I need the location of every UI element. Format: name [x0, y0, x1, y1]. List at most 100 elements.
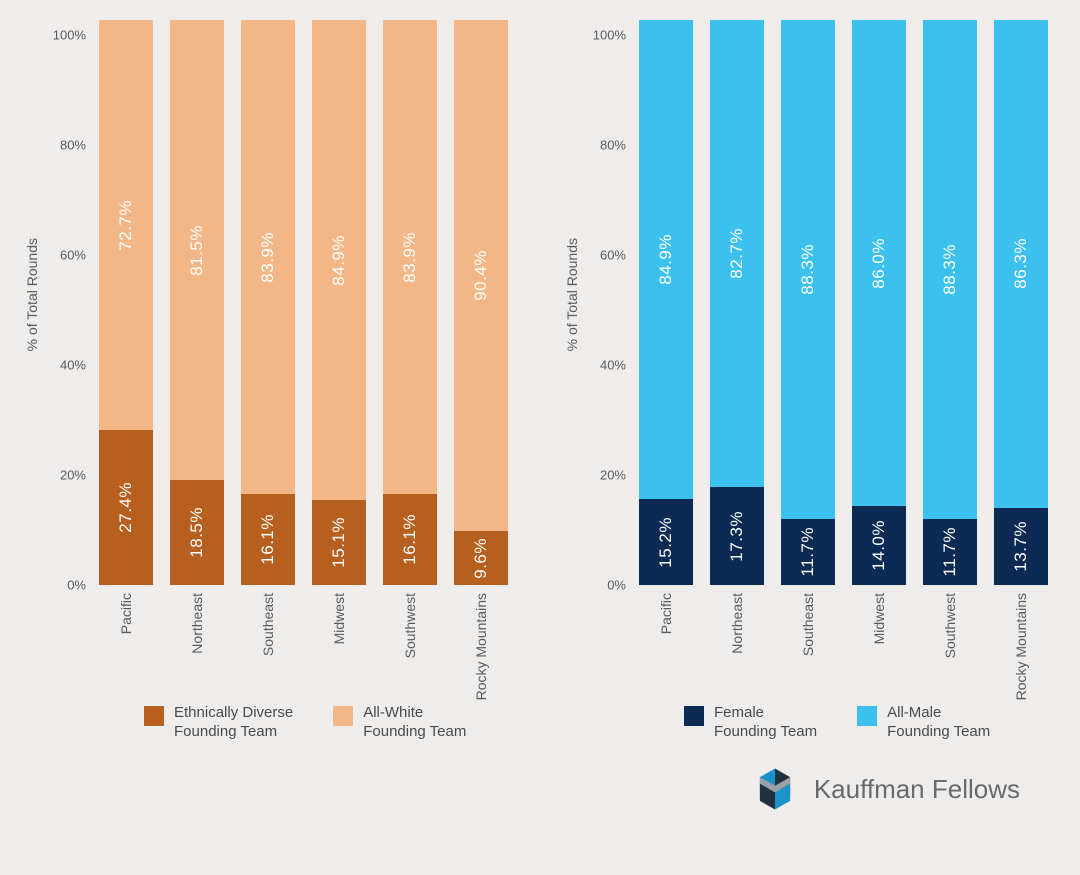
y-axis-label: % of Total Rounds [560, 238, 584, 351]
bar-segment: 18.5% [170, 480, 224, 585]
x-tick-label: Midwest [331, 593, 347, 644]
kauffman-logo-icon [748, 762, 802, 816]
legend-swatch [857, 706, 877, 726]
bar-segment-label: 11.7% [940, 527, 960, 576]
bar-segment-label: 82.7% [727, 228, 747, 279]
chart-panel-1: % of Total Rounds0%20%40%60%80%100%15.2%… [560, 20, 1060, 750]
y-axis-ticks: 0%20%40%60%80%100% [584, 20, 626, 750]
y-axis-label: % of Total Rounds [20, 238, 44, 351]
bar-segment: 82.7% [710, 20, 764, 487]
x-tick-label: Southwest [942, 593, 958, 658]
x-tick-label: Southeast [260, 593, 276, 656]
bar-segment: 16.1% [383, 494, 437, 585]
x-tick-label: Northeast [729, 593, 745, 654]
bar-segment-label: 88.3% [940, 244, 960, 295]
bar-segment-label: 18.5% [187, 507, 207, 558]
bar-segment-label: 16.1% [258, 514, 278, 565]
bar-column: 17.3% 82.7% [710, 20, 764, 585]
bar-segment-label: 81.5% [187, 225, 207, 276]
bar-column: 11.7% 88.3% [781, 20, 835, 585]
legend-label: All-MaleFounding Team [887, 704, 990, 742]
bar-column: 14.0% 86.0% [852, 20, 906, 585]
legend-swatch [684, 706, 704, 726]
bar-segment-label: 72.7% [116, 200, 136, 251]
legend-swatch [144, 706, 164, 726]
y-tick: 80% [584, 138, 626, 153]
bar-column: 11.7% 88.3% [923, 20, 977, 585]
x-tick-label: Southeast [800, 593, 816, 656]
bar-column: 16.1% 83.9% [383, 20, 437, 585]
bar-segment: 86.3% [994, 20, 1048, 508]
bar-segment-label: 11.7% [798, 527, 818, 576]
x-tick-label: Midwest [871, 593, 887, 644]
legend-item: FemaleFounding Team [684, 704, 817, 742]
bar-column: 27.4% 72.7% [99, 20, 153, 585]
x-tick-label: Pacific [658, 593, 674, 634]
y-tick: 100% [44, 28, 86, 43]
y-tick: 20% [584, 468, 626, 483]
bar-segment: 84.9% [639, 20, 693, 499]
bar-segment: 83.9% [241, 20, 295, 494]
legend-item: Ethnically DiverseFounding Team [144, 704, 293, 742]
bar-segment: 90.4% [454, 20, 508, 531]
bar-segment: 13.7% [994, 508, 1048, 585]
y-tick: 40% [44, 358, 86, 373]
y-tick: 60% [584, 248, 626, 263]
bar-segment-label: 83.9% [400, 232, 420, 283]
bar-column: 16.1% 83.9% [241, 20, 295, 585]
legend-label: Ethnically DiverseFounding Team [174, 704, 293, 742]
bar-segment-label: 14.0% [869, 520, 889, 571]
bar-column: 13.7% 86.3% [994, 20, 1048, 585]
y-tick: 0% [44, 578, 86, 593]
legend: Ethnically DiverseFounding Team All-White… [86, 695, 520, 750]
legend-label: FemaleFounding Team [714, 704, 817, 742]
bar-segment-label: 90.4% [471, 250, 491, 301]
bar-segment-label: 84.9% [329, 235, 349, 286]
y-tick: 80% [44, 138, 86, 153]
bar-segment: 72.7% [99, 20, 153, 430]
bar-segment-label: 88.3% [798, 244, 818, 295]
bar-segment: 83.9% [383, 20, 437, 494]
bar-segment: 15.2% [639, 499, 693, 585]
bar-segment-label: 84.9% [656, 234, 676, 285]
bar-segment-label: 83.9% [258, 232, 278, 283]
y-tick: 100% [584, 28, 626, 43]
bar-column: 15.1% 84.9% [312, 20, 366, 585]
bar-column: 9.6% 90.4% [454, 20, 508, 585]
bar-column: 15.2% 84.9% [639, 20, 693, 585]
legend: FemaleFounding Team All-MaleFounding Team [626, 695, 1060, 750]
y-tick: 20% [44, 468, 86, 483]
bar-segment-label: 16.1% [400, 514, 420, 565]
bar-segment: 86.0% [852, 20, 906, 506]
legend-item: All-MaleFounding Team [857, 704, 990, 742]
chart-panel-0: % of Total Rounds0%20%40%60%80%100%27.4%… [20, 20, 520, 750]
bar-segment-label: 13.7% [1011, 521, 1031, 572]
charts-row: % of Total Rounds0%20%40%60%80%100%27.4%… [20, 20, 1060, 750]
x-tick-label: Southwest [402, 593, 418, 658]
x-tick-label: Rocky Mountains [1013, 593, 1029, 700]
y-tick: 0% [584, 578, 626, 593]
footer-logo: Kauffman Fellows [20, 762, 1060, 816]
x-tick-label: Pacific [118, 593, 134, 634]
bar-segment-label: 15.1% [329, 517, 349, 568]
bars-region: 27.4% 72.7% 18.5% 81.5% 16.1% 83.9% 15.1% 84.9%… [86, 20, 520, 585]
bar-segment: 27.4% [99, 430, 153, 585]
bar-segment: 81.5% [170, 20, 224, 480]
bar-segment: 88.3% [923, 20, 977, 519]
bar-segment-label: 86.3% [1011, 238, 1031, 289]
bar-segment: 11.7% [781, 519, 835, 585]
bar-segment: 15.1% [312, 500, 366, 585]
bar-segment-label: 15.2% [656, 517, 676, 568]
bar-segment-label: 27.4% [116, 482, 136, 533]
bar-segment: 88.3% [781, 20, 835, 519]
bar-segment: 14.0% [852, 506, 906, 585]
legend-item: All-WhiteFounding Team [333, 704, 466, 742]
y-tick: 60% [44, 248, 86, 263]
bar-segment: 16.1% [241, 494, 295, 585]
bar-segment: 17.3% [710, 487, 764, 585]
bar-segment-label: 86.0% [869, 238, 889, 289]
bar-column: 18.5% 81.5% [170, 20, 224, 585]
brand-name: Kauffman Fellows [814, 774, 1020, 805]
bar-segment: 9.6% [454, 531, 508, 585]
x-axis-labels: Pacific Northeast Southeast Midwest Southwes… [626, 585, 1060, 695]
